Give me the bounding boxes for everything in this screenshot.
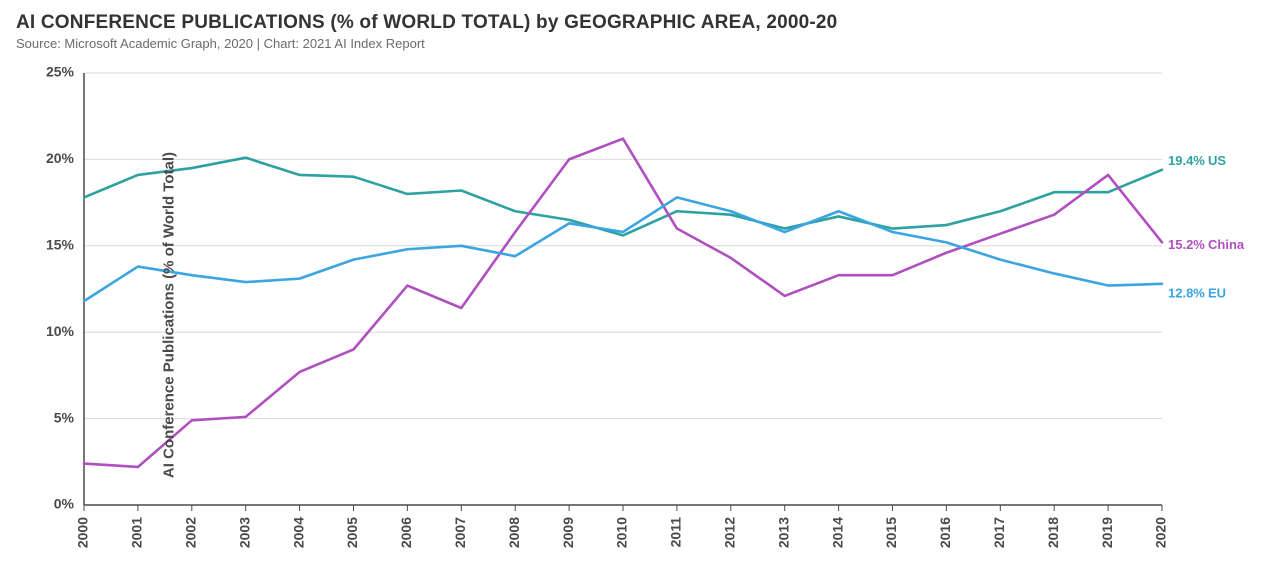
y-tick-label: 5% [54, 409, 75, 425]
end-label-name-china: China [1208, 237, 1245, 252]
y-tick-label: 15% [46, 237, 75, 253]
x-tick-label: 2016 [937, 517, 953, 548]
y-tick-label: 25% [46, 64, 75, 80]
end-label-value-us: 19.4% [1168, 153, 1205, 168]
x-tick-label: 2011 [668, 517, 684, 548]
x-tick-label: 2004 [290, 517, 306, 548]
x-tick-label: 2006 [398, 517, 414, 548]
x-tick-label: 2014 [829, 517, 845, 548]
x-tick-label: 2013 [775, 517, 791, 548]
chart-title: AI CONFERENCE PUBLICATIONS (% of WORLD T… [16, 12, 1270, 34]
page: AI CONFERENCE PUBLICATIONS (% of WORLD T… [0, 0, 1282, 580]
x-tick-label: 2003 [236, 517, 252, 548]
x-tick-label: 2018 [1045, 517, 1061, 548]
chart-container: AI Conference Publications (% of World T… [12, 55, 1270, 575]
x-tick-label: 2005 [344, 517, 360, 548]
chart-subtitle: Source: Microsoft Academic Graph, 2020 |… [16, 36, 1270, 51]
x-tick-label: 2000 [75, 517, 91, 548]
x-tick-label: 2007 [452, 517, 468, 548]
end-label-value-china: 15.2% [1168, 237, 1205, 252]
x-tick-label: 2010 [614, 517, 630, 548]
x-tick-label: 2009 [560, 517, 576, 548]
y-axis-label: AI Conference Publications (% of World T… [161, 152, 178, 478]
series-line-eu [84, 197, 1162, 301]
x-tick-label: 2012 [722, 517, 738, 548]
series-line-us [84, 158, 1162, 236]
y-tick-label: 0% [54, 496, 75, 512]
end-label-value-eu: 12.8% [1168, 285, 1205, 300]
y-tick-label: 20% [46, 150, 75, 166]
x-tick-label: 2017 [991, 517, 1007, 548]
y-tick-label: 10% [46, 323, 75, 339]
end-label-name-eu: EU [1208, 285, 1226, 300]
series-line-china [84, 139, 1162, 467]
x-tick-label: 2008 [506, 517, 522, 548]
x-tick-label: 2020 [1153, 517, 1169, 548]
x-tick-label: 2002 [183, 517, 199, 548]
line-chart: 0% 5% 10% 15% 20% 25% 2000 2001 2002 2003 2004 2005… [12, 55, 1270, 567]
end-label-name-us: US [1208, 153, 1226, 168]
x-tick-label: 2019 [1099, 517, 1115, 548]
x-tick-label: 2001 [129, 517, 145, 548]
x-tick-label: 2015 [883, 517, 899, 548]
